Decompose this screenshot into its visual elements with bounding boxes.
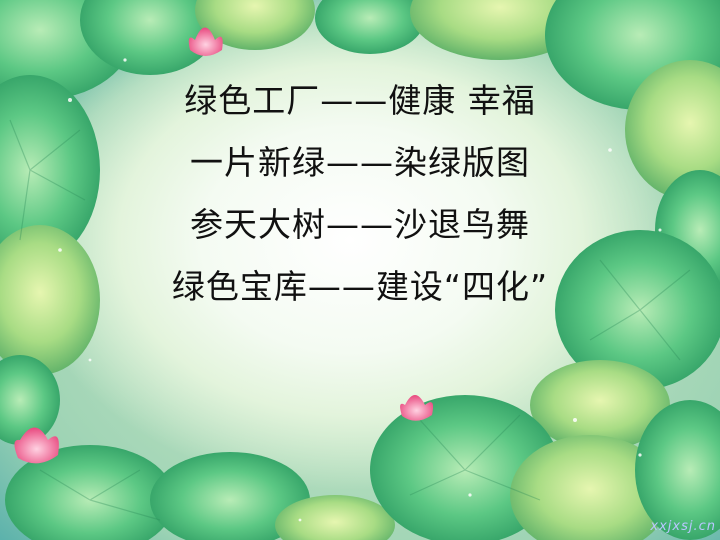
poem-line-4: 绿色宝库——建设“四化”: [171, 267, 549, 306]
poem-line-2: 一片新绿——染绿版图: [190, 143, 530, 182]
poem-lines: 绿色工厂——健康 幸福 一片新绿——染绿版图 参天大树——沙退鸟舞 绿色宝库——…: [160, 84, 560, 332]
lotus-flower-top: [188, 27, 223, 56]
lotus-flower-left: [14, 427, 59, 464]
lotus-flower-right: [400, 395, 434, 421]
poem-line-3: 参天大树——沙退鸟舞: [190, 205, 530, 244]
watermark: xxjxsj.cn: [650, 519, 716, 534]
poem-line-1: 绿色工厂——健康 幸福: [184, 81, 536, 120]
